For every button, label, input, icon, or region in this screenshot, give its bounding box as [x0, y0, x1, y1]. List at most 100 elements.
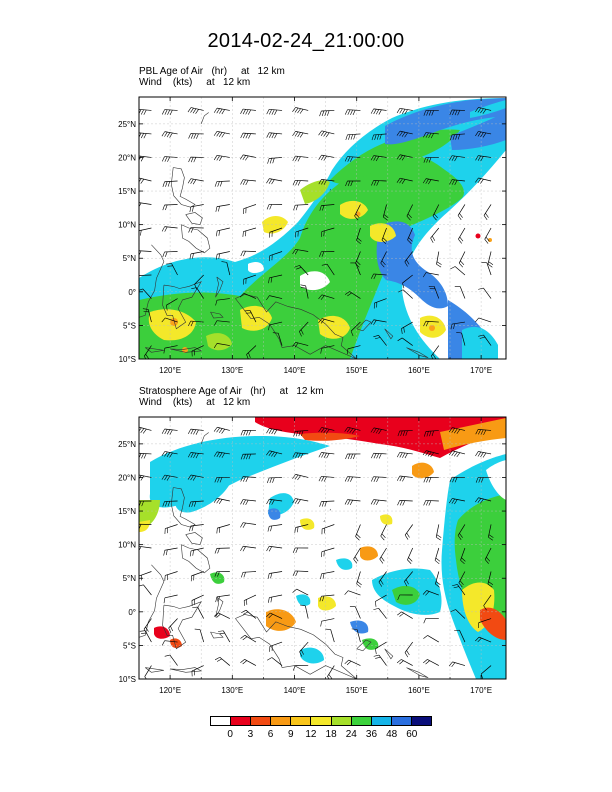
strat-field-level: at [279, 386, 288, 397]
wind-barb [475, 636, 492, 643]
wind-barb [458, 251, 466, 268]
lat-label: 15°N [118, 187, 136, 196]
pbl-wind-level: at [206, 77, 215, 88]
wind-barb [293, 430, 309, 437]
wind-barb [194, 274, 204, 290]
wind-barb [214, 320, 230, 326]
lat-label: 25°N [118, 120, 136, 129]
colorbar-swatch [350, 717, 371, 725]
wind-barb [268, 321, 283, 331]
page-title: 2014-02-24_21:00:00 [207, 30, 405, 52]
wind-barb [213, 451, 230, 458]
wind-barb [292, 474, 309, 481]
pbl-field-label: PBL Age of Air [139, 66, 204, 77]
wind-barb [164, 571, 178, 581]
wind-barb [481, 262, 492, 276]
wind-barb [404, 524, 413, 540]
wind-barb [267, 571, 283, 579]
wind-barb [190, 571, 204, 582]
wind-barb [371, 476, 387, 482]
colorbar-swatch [330, 717, 351, 725]
wind-barb [168, 618, 178, 634]
wind-barb [188, 320, 204, 327]
strat-wind-height: 12 km [222, 397, 251, 408]
wind-barb [162, 251, 178, 258]
wind-barb [397, 430, 413, 437]
wind-barb [294, 265, 309, 276]
colorbar-swatch [390, 717, 411, 725]
pbl-age-of-air-map [139, 97, 506, 359]
wind-barb [191, 594, 204, 606]
wind-barb [214, 180, 230, 187]
wind-barb [292, 155, 309, 162]
pbl-field-unit: (hr) [211, 66, 228, 77]
wind-barb [345, 133, 361, 141]
wind-barb [189, 204, 204, 213]
wind-barb [266, 428, 283, 435]
wind-barb [396, 107, 413, 115]
strat-subtitle: Stratosphere Age of Air (hr) at 12 km Wi… [139, 386, 324, 408]
wind-barb [213, 130, 230, 138]
wind-barb [475, 177, 492, 184]
lat-label: 0° [128, 608, 136, 617]
wind-barb [272, 332, 283, 346]
wind-barb [215, 594, 230, 603]
wind-barb [215, 204, 230, 212]
wind-barb [448, 427, 466, 434]
wind-barb [194, 628, 205, 643]
wind-barb [292, 588, 309, 596]
wind-barb [292, 452, 309, 459]
wind-barb [162, 180, 178, 187]
lon-label: 140°E [284, 686, 306, 695]
wind-barb [294, 524, 309, 533]
wind-barb [266, 612, 283, 619]
wind-barb [240, 430, 256, 436]
wind-barb [483, 594, 492, 611]
wind-barb [422, 178, 439, 185]
wind-barb [166, 298, 178, 311]
wind-barb [161, 317, 178, 323]
wind-barb [370, 273, 387, 280]
wind-barb [378, 571, 387, 587]
wind-barb [457, 524, 466, 541]
wind-barb [397, 499, 413, 506]
wind-barb [375, 641, 387, 655]
lon-label: 130°E [221, 366, 243, 375]
wind-barb [346, 345, 361, 355]
wind-barb [325, 628, 335, 643]
wind-barb [452, 584, 466, 596]
wind-barb [189, 524, 204, 532]
pbl-wind-label: Wind [139, 77, 162, 88]
wind-barb [407, 547, 414, 564]
wind-barb [241, 609, 257, 619]
wind-barb [475, 131, 492, 138]
wind-barb [269, 227, 283, 238]
wind-barb [457, 204, 466, 221]
wind-barb [448, 661, 466, 668]
wind-barb [475, 429, 492, 435]
colorbar-label: 6 [267, 729, 274, 740]
pbl-field-height: 12 km [257, 66, 285, 77]
wind-barb [215, 298, 230, 306]
wind-barb [344, 109, 361, 116]
wind-barb [371, 452, 387, 459]
wind-barb [454, 629, 466, 643]
wind-barb [422, 590, 439, 596]
wind-barb [267, 524, 283, 532]
colorbar-swatch [410, 717, 432, 725]
wind-barb [320, 618, 335, 627]
wind-barb [396, 154, 413, 161]
wind-barb [344, 426, 361, 434]
wind-barb [292, 665, 309, 671]
wind-barb [240, 499, 256, 506]
wind-barb [321, 263, 335, 276]
wind-barb [187, 452, 204, 459]
wind-barb [449, 476, 465, 483]
wind-barb [320, 227, 335, 237]
wind-barb [318, 452, 335, 459]
colorbar-swatch [310, 717, 331, 725]
wind-barb [240, 545, 256, 552]
wind-barb [293, 204, 309, 211]
wind-barb [460, 547, 466, 565]
wind-barb [187, 107, 204, 114]
